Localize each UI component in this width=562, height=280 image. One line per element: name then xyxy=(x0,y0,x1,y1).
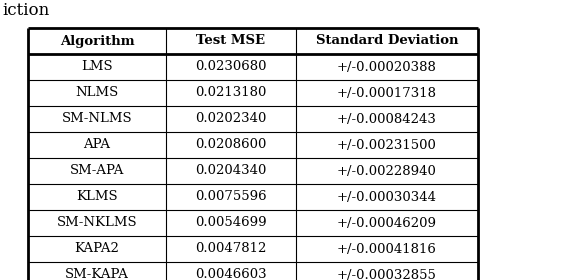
Text: iction: iction xyxy=(2,2,49,19)
Text: KLMS: KLMS xyxy=(76,190,118,204)
Text: +/-0.00017318: +/-0.00017318 xyxy=(337,87,437,99)
Text: +/-0.00231500: +/-0.00231500 xyxy=(337,139,437,151)
Text: LMS: LMS xyxy=(81,60,113,74)
Text: +/-0.00041816: +/-0.00041816 xyxy=(337,242,437,255)
Text: 0.0047812: 0.0047812 xyxy=(196,242,267,255)
Text: 0.0046603: 0.0046603 xyxy=(195,269,267,280)
Text: 0.0213180: 0.0213180 xyxy=(196,87,267,99)
Text: +/-0.00020388: +/-0.00020388 xyxy=(337,60,437,74)
Text: +/-0.00228940: +/-0.00228940 xyxy=(337,165,437,178)
Text: +/-0.00046209: +/-0.00046209 xyxy=(337,216,437,230)
Text: Test MSE: Test MSE xyxy=(197,34,265,48)
Text: Standard Deviation: Standard Deviation xyxy=(316,34,458,48)
Text: APA: APA xyxy=(84,139,111,151)
Text: SM-NKLMS: SM-NKLMS xyxy=(57,216,137,230)
Text: NLMS: NLMS xyxy=(75,87,119,99)
Text: 0.0230680: 0.0230680 xyxy=(195,60,267,74)
Text: 0.0054699: 0.0054699 xyxy=(195,216,267,230)
Text: KAPA2: KAPA2 xyxy=(75,242,120,255)
Text: 0.0075596: 0.0075596 xyxy=(195,190,267,204)
Text: 0.0208600: 0.0208600 xyxy=(196,139,267,151)
Text: +/-0.00032855: +/-0.00032855 xyxy=(337,269,437,280)
Text: SM-APA: SM-APA xyxy=(70,165,124,178)
Text: SM-NLMS: SM-NLMS xyxy=(62,113,132,125)
Text: 0.0204340: 0.0204340 xyxy=(196,165,267,178)
Text: +/-0.00084243: +/-0.00084243 xyxy=(337,113,437,125)
Text: 0.0202340: 0.0202340 xyxy=(196,113,267,125)
Text: Algorithm: Algorithm xyxy=(60,34,134,48)
Text: +/-0.00030344: +/-0.00030344 xyxy=(337,190,437,204)
Text: SM-KAPA: SM-KAPA xyxy=(65,269,129,280)
